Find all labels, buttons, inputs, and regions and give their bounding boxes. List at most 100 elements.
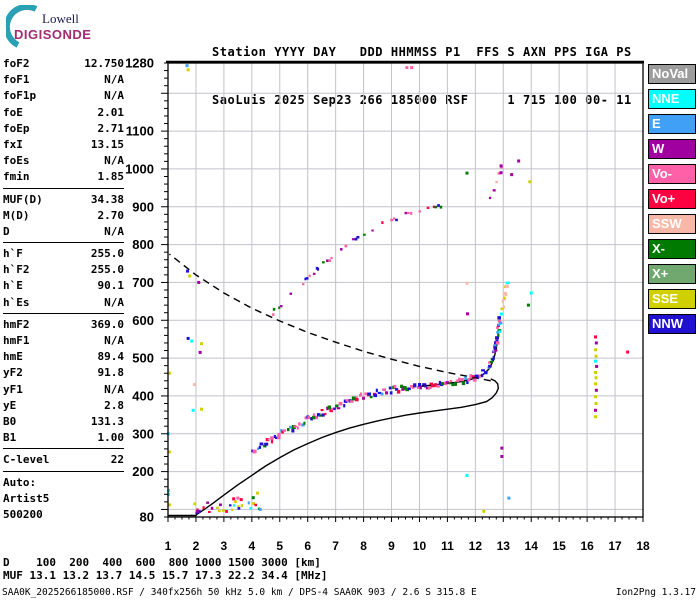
param-label: C-level [3,453,50,467]
noise-dot [594,341,598,345]
f-region-o-trace-dot [469,374,473,379]
second-hop-cusp-dot [488,196,492,200]
second-hop-cusp-dot [492,189,496,192]
scaled-parameters-panel: foF2 12.750 foF1 N/A foF1p N/A foE 2.01 foEp 2.71… [3,56,124,523]
e-region-scatter-dot [252,502,255,505]
param-value: 255.0 [90,247,124,261]
f-region-o-trace-dot [312,415,316,420]
noise-dot [594,415,597,419]
param-label: hmF2 [3,317,30,331]
param-value: 131.3 [90,414,124,428]
f-region-o-trace-dot [389,391,393,395]
f-region-o-trace-dot [312,413,316,417]
param-divider [3,448,124,450]
noise-dot [405,66,409,70]
f-cusp-tail-dot [505,281,510,285]
y-axis-label: 900 [132,199,154,214]
second-hop-trace-dot [418,210,421,213]
autoscaling-info-line: Auto: [3,475,37,489]
f-region-o-trace-dot [494,349,498,352]
f-region-o-trace-dot [456,379,460,383]
f-region-o-trace-dot [367,392,371,396]
muf-row: MUF 13.1 13.2 13.7 14.5 15.7 17.3 22.2 3… [3,569,328,582]
f-region-o-trace-dot [277,435,281,440]
f-region-o-trace-dot [360,392,363,396]
noise-dot [594,354,598,358]
param-value: 89.4 [97,350,125,364]
param-value: 369.0 [90,317,124,331]
x-axis-label: 10 [413,539,427,553]
e-region-scatter-dot [219,503,222,507]
e-region-scatter-dot [240,504,243,508]
param-label: foF1p [3,89,37,103]
second-hop-trace-dot [410,211,413,215]
f-region-o-trace-dot [454,382,457,386]
f-region-o-trace-dot [315,415,318,420]
logo-lowell-text: Lowell [42,11,79,26]
f-region-o-trace-dot [380,392,384,396]
param-label: B0 [3,414,17,428]
second-hop-trace-dot [363,233,366,236]
noise-dot [526,303,530,307]
noise-dot [465,281,469,285]
second-hop-trace-dot [340,248,343,251]
param-row-b1: B1 1.00 [3,430,124,446]
noise-dot [594,359,597,363]
param-value: 90.1 [97,279,125,293]
noise-dot [465,473,469,477]
second-hop-trace-dot [328,259,332,262]
f-region-o-trace-dot [395,388,399,391]
f-region-o-trace-dot [427,386,432,390]
echo-direction-legend: NoVal NNE E W Vo- Vo+ SSW X- X+ SSE NNW [648,64,696,339]
noise-dot [482,509,486,513]
f-region-o-trace-dot [321,413,325,417]
x-axis-label: 12 [469,539,483,553]
legend-chip-x: X+ [648,264,696,284]
noise-dot [167,371,171,375]
f-region-o-trace-dot [493,344,497,348]
param-label: hmE [3,350,23,364]
noise-dot [528,180,532,184]
x-axis-label: 17 [608,539,622,553]
second-hop-trace-dot [272,307,276,311]
e-region-scatter-dot [206,501,210,504]
f-region-o-trace-dot [377,391,382,395]
e-region-scatter-dot [218,509,221,513]
param-value: N/A [104,73,124,87]
bottomside-profile [168,378,500,517]
second-hop-trace-dot [326,259,329,263]
f-region-o-trace-dot [343,404,346,408]
noise-dot [594,408,597,412]
noise-dot [167,450,171,454]
e-region-scatter-dot [237,507,241,510]
f-region-o-trace-dot [467,378,471,382]
second-hop-trace-dot [317,267,320,271]
f-region-o-trace-dot [489,360,493,364]
f-cusp-tail-dot [502,292,507,295]
param-row-hmf2: hmF2 369.0 [3,317,124,333]
f-region-o-trace-dot [444,381,447,386]
f-region-o-trace-dot [441,382,445,386]
f-region-o-trace-dot [405,387,409,392]
param-value: N/A [104,154,124,168]
param-value: N/A [104,89,124,103]
f-region-o-trace-dot [327,405,332,410]
param-row-fxi: fxI 13.15 [3,137,124,153]
e-region-scatter-dot [196,508,199,511]
second-hop-trace-dot [437,204,440,207]
second-hop-cusp-dot [497,172,501,175]
param-label: fxI [3,137,23,151]
noise-dot [186,336,190,340]
f-region-o-trace-dot [307,415,310,419]
topside-profile [168,253,491,382]
param-label: D [3,224,10,238]
f-region-o-trace-dot [449,379,453,382]
param-label: foEp [3,121,30,135]
f-region-o-trace-dot [460,378,464,382]
e-region-scatter-dot [216,506,219,509]
second-hop-trace-dot [272,313,275,316]
f-region-o-trace-dot [277,432,281,437]
f-region-o-trace-dot [436,384,440,388]
f-region-o-trace-dot [488,364,492,368]
